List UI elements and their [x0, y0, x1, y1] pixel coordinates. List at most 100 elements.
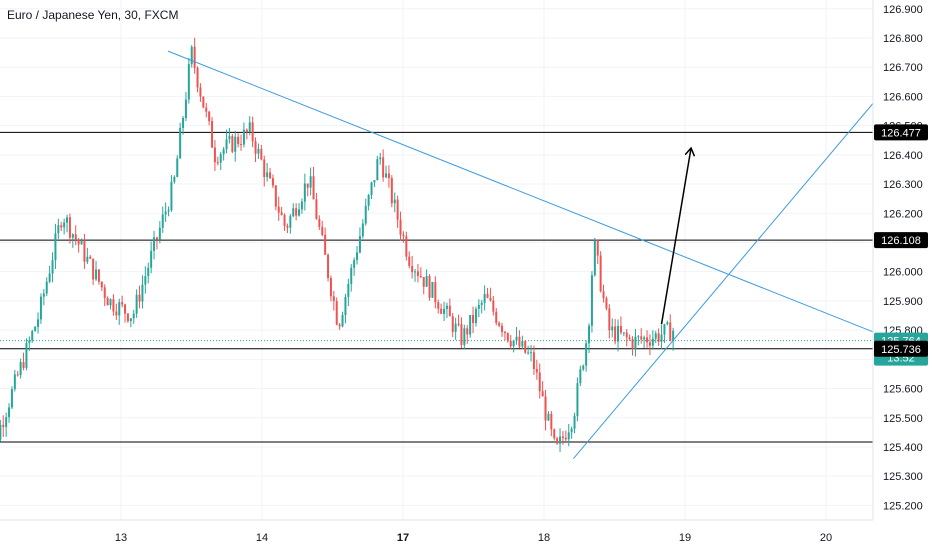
candle-body	[454, 323, 457, 332]
candle-body	[451, 316, 454, 332]
candle-body	[228, 136, 231, 140]
x-tick-label: 14	[256, 532, 268, 544]
candle-body	[260, 148, 263, 160]
candle-body	[303, 183, 306, 202]
candle-body	[86, 256, 89, 262]
candle-body	[231, 136, 234, 152]
candle-body	[34, 326, 37, 332]
y-tick-label: 126.200	[883, 208, 923, 220]
candle-body	[16, 374, 19, 376]
candle-body	[124, 304, 127, 314]
badge-bg	[874, 124, 928, 141]
y-tick-label: 126.900	[883, 4, 923, 16]
x-tick-label: 19	[679, 532, 691, 544]
candle-body	[176, 158, 179, 177]
candle-body	[567, 432, 570, 440]
candle-body	[161, 214, 164, 228]
y-tick-label: 126.800	[883, 33, 923, 45]
candle-body	[237, 136, 240, 145]
y-tick-label: 126.300	[883, 179, 923, 191]
candle-body	[37, 319, 40, 327]
horizontal-levels	[0, 131, 873, 443]
candle-body	[625, 332, 628, 338]
candle-body	[263, 159, 266, 178]
candle-body	[588, 325, 591, 344]
candle-body	[74, 234, 77, 240]
candle-body	[8, 407, 11, 418]
candle-body	[269, 172, 272, 179]
candle-body	[211, 121, 214, 148]
candle-body	[506, 333, 509, 342]
candle-body	[608, 308, 611, 331]
candle-body	[68, 217, 71, 238]
candle-body	[590, 275, 593, 326]
candle-body	[199, 87, 202, 97]
candle-body	[582, 365, 585, 370]
candle-body	[312, 176, 315, 200]
candle-body	[617, 325, 620, 342]
candle-body	[440, 308, 443, 314]
candle-body	[535, 369, 538, 373]
price-axis[interactable]: 126.900126.800126.700126.600126.500126.4…	[872, 0, 932, 550]
candle-body	[611, 326, 614, 331]
candle-body	[225, 139, 228, 150]
candle-body	[431, 282, 434, 298]
candle-body	[89, 256, 92, 259]
candle-body	[399, 219, 402, 235]
candle-body	[593, 240, 596, 276]
candle-body	[153, 237, 156, 251]
level-price-badge: 126.108	[874, 232, 928, 249]
y-tick-label: 126.000	[883, 267, 923, 279]
trendline[interactable]	[167, 50, 932, 362]
candle-body	[640, 336, 643, 340]
candle-body	[286, 225, 289, 228]
candle-body	[100, 281, 103, 288]
candle-body	[213, 147, 216, 163]
candle-body	[39, 296, 42, 320]
candle-body	[463, 328, 466, 346]
badge-bg	[874, 340, 928, 357]
candle-body	[628, 337, 631, 340]
arrow-annotation[interactable]	[660, 149, 691, 325]
candle-body	[669, 322, 672, 342]
candle-body	[466, 328, 469, 335]
y-tick-label: 125.200	[883, 500, 923, 512]
candle-body	[129, 318, 132, 322]
candle-body	[637, 336, 640, 338]
badge-text: 125.736	[881, 344, 921, 356]
candle-body	[344, 296, 347, 316]
candle-body	[190, 46, 193, 65]
time-axis[interactable]: 13 14 17 18 19 20	[0, 519, 873, 544]
candle-body	[648, 342, 651, 346]
candle-body	[242, 129, 245, 145]
candle-body	[512, 340, 515, 347]
candle-body	[324, 234, 327, 255]
candle-body	[245, 129, 248, 132]
candle-body	[622, 332, 625, 334]
candle-body	[538, 372, 541, 392]
candle-body	[158, 227, 161, 240]
candle-body	[405, 236, 408, 257]
candle-body	[472, 315, 475, 324]
candle-body	[356, 252, 359, 261]
chart-title: Euro / Japanese Yen, 30, FXCM	[7, 8, 178, 22]
candle-body	[596, 240, 599, 256]
y-tick-label: 126.600	[883, 91, 923, 103]
candle-body	[532, 352, 535, 370]
candlestick-series	[0, 37, 675, 452]
candle-body	[564, 437, 567, 440]
candle-body	[358, 236, 361, 253]
candle-body	[60, 225, 63, 228]
candle-body	[31, 331, 34, 341]
candle-body	[347, 284, 350, 297]
candle-body	[515, 336, 518, 341]
candle-body	[126, 313, 129, 322]
candle-body	[657, 333, 660, 342]
candle-body	[219, 154, 222, 163]
candle-body	[646, 337, 649, 343]
candle-body	[167, 210, 170, 212]
candle-body	[341, 315, 344, 327]
badge-text: 126.108	[881, 235, 921, 247]
candle-body	[0, 424, 2, 440]
